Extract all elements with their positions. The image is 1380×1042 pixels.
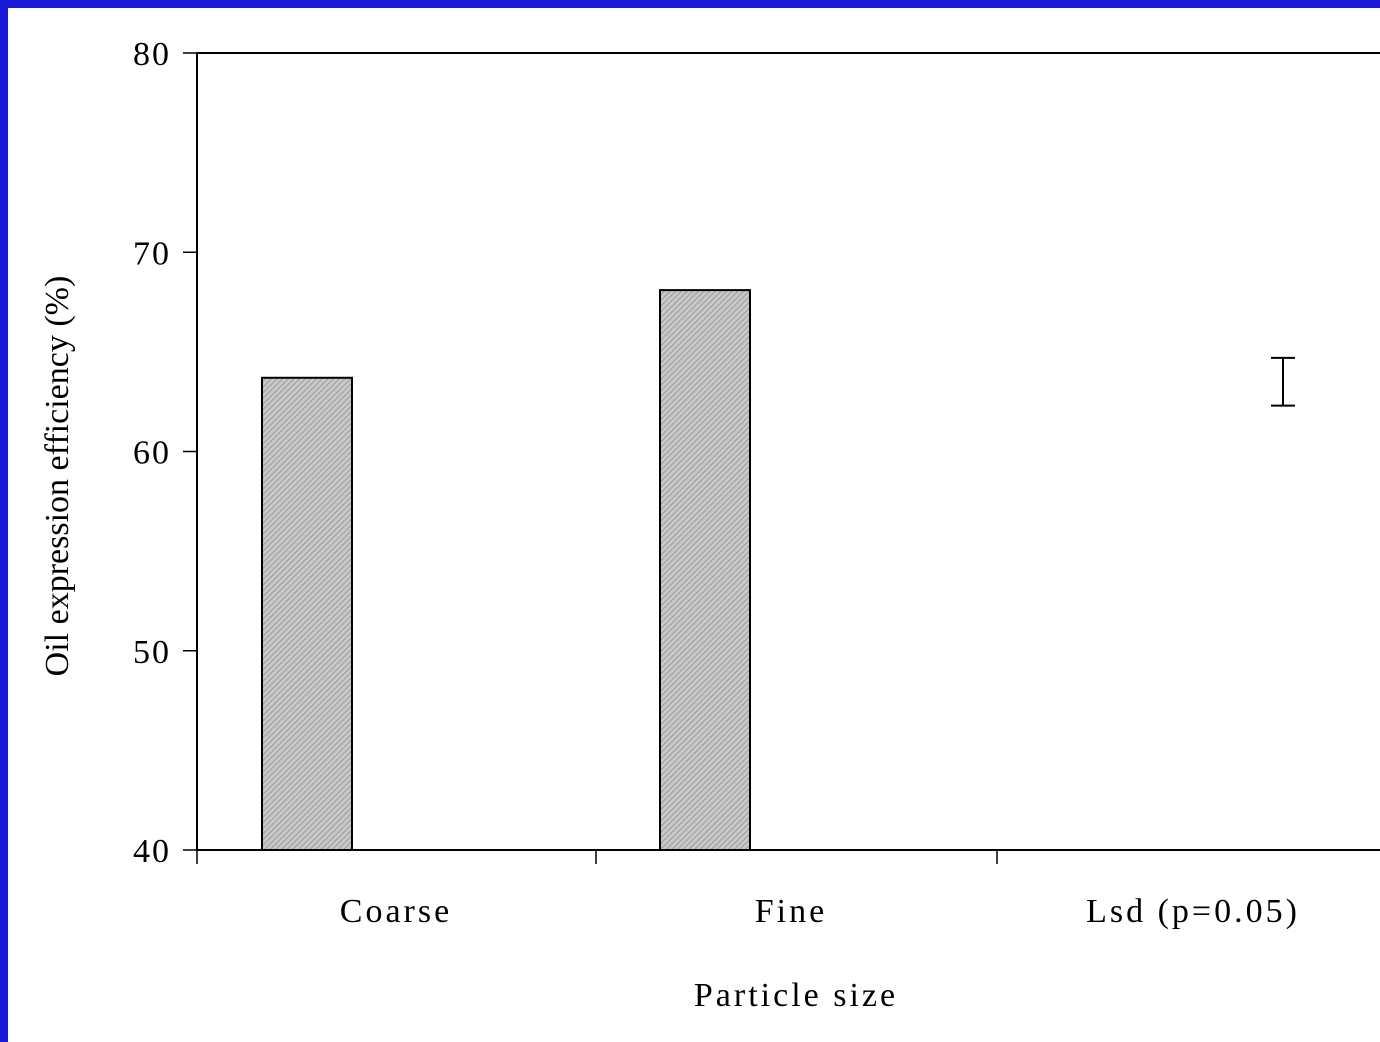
x-category-label: Lsd (p=0.05) xyxy=(1086,893,1300,930)
bar-fine xyxy=(659,289,751,852)
y-tick-label: 40 xyxy=(133,833,171,870)
slide-canvas: 40 50 60 70 80 Coarse Fine Lsd (p=0.05) Particl… xyxy=(8,8,1380,1042)
y-tick-label: 70 xyxy=(133,235,171,272)
x-category-label: Coarse xyxy=(340,893,452,930)
y-axis-title: Oil expression efficiency (%) xyxy=(39,276,76,677)
bar-coarse xyxy=(261,376,353,851)
y-tick-label: 50 xyxy=(133,634,171,671)
y-tick-label: 60 xyxy=(133,435,171,472)
bar-chart: 40 50 60 70 80 Coarse Fine Lsd (p=0.05) Particl… xyxy=(39,36,1380,1014)
x-category-label: Fine xyxy=(755,893,827,930)
x-axis-title: Particle size xyxy=(694,977,898,1014)
y-tick-label: 80 xyxy=(133,36,171,73)
